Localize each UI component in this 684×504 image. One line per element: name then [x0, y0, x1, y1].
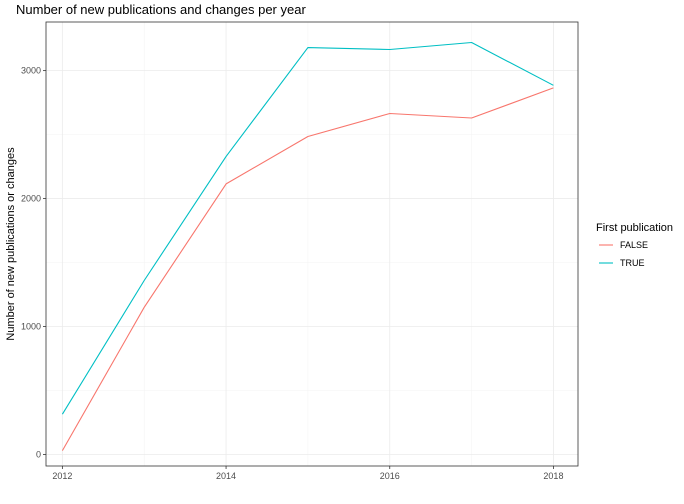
x-tick-label: 2012: [52, 471, 72, 481]
legend-title: First publication: [596, 222, 673, 234]
major-gridlines: [46, 22, 578, 466]
series-lines: [61, 41, 554, 451]
legend-label-true: TRUE: [620, 258, 645, 268]
y-axis-ticks: 0 1000 2000 3000: [21, 66, 46, 459]
y-tick-label: 1000: [21, 322, 41, 332]
minor-gridlines: [46, 22, 578, 466]
y-tick-label: 2000: [21, 194, 41, 204]
legend-label-false: FALSE: [620, 240, 648, 250]
series-line-true: [61, 41, 554, 415]
legend: First publication FALSE TRUE: [596, 222, 673, 268]
y-axis-title: Number of new publications or changes: [5, 147, 17, 341]
x-tick-label: 2014: [216, 471, 236, 481]
y-tick-label: 3000: [21, 66, 41, 76]
chart-title: Number of new publications and changes p…: [16, 2, 306, 17]
x-axis-ticks: 2012 2014 2016 2018: [52, 466, 563, 481]
x-tick-label: 2018: [543, 471, 563, 481]
y-tick-label: 0: [36, 449, 41, 459]
series-line-false: [61, 87, 554, 451]
plot-panel-border: [45, 21, 579, 467]
x-tick-label: 2016: [380, 471, 400, 481]
